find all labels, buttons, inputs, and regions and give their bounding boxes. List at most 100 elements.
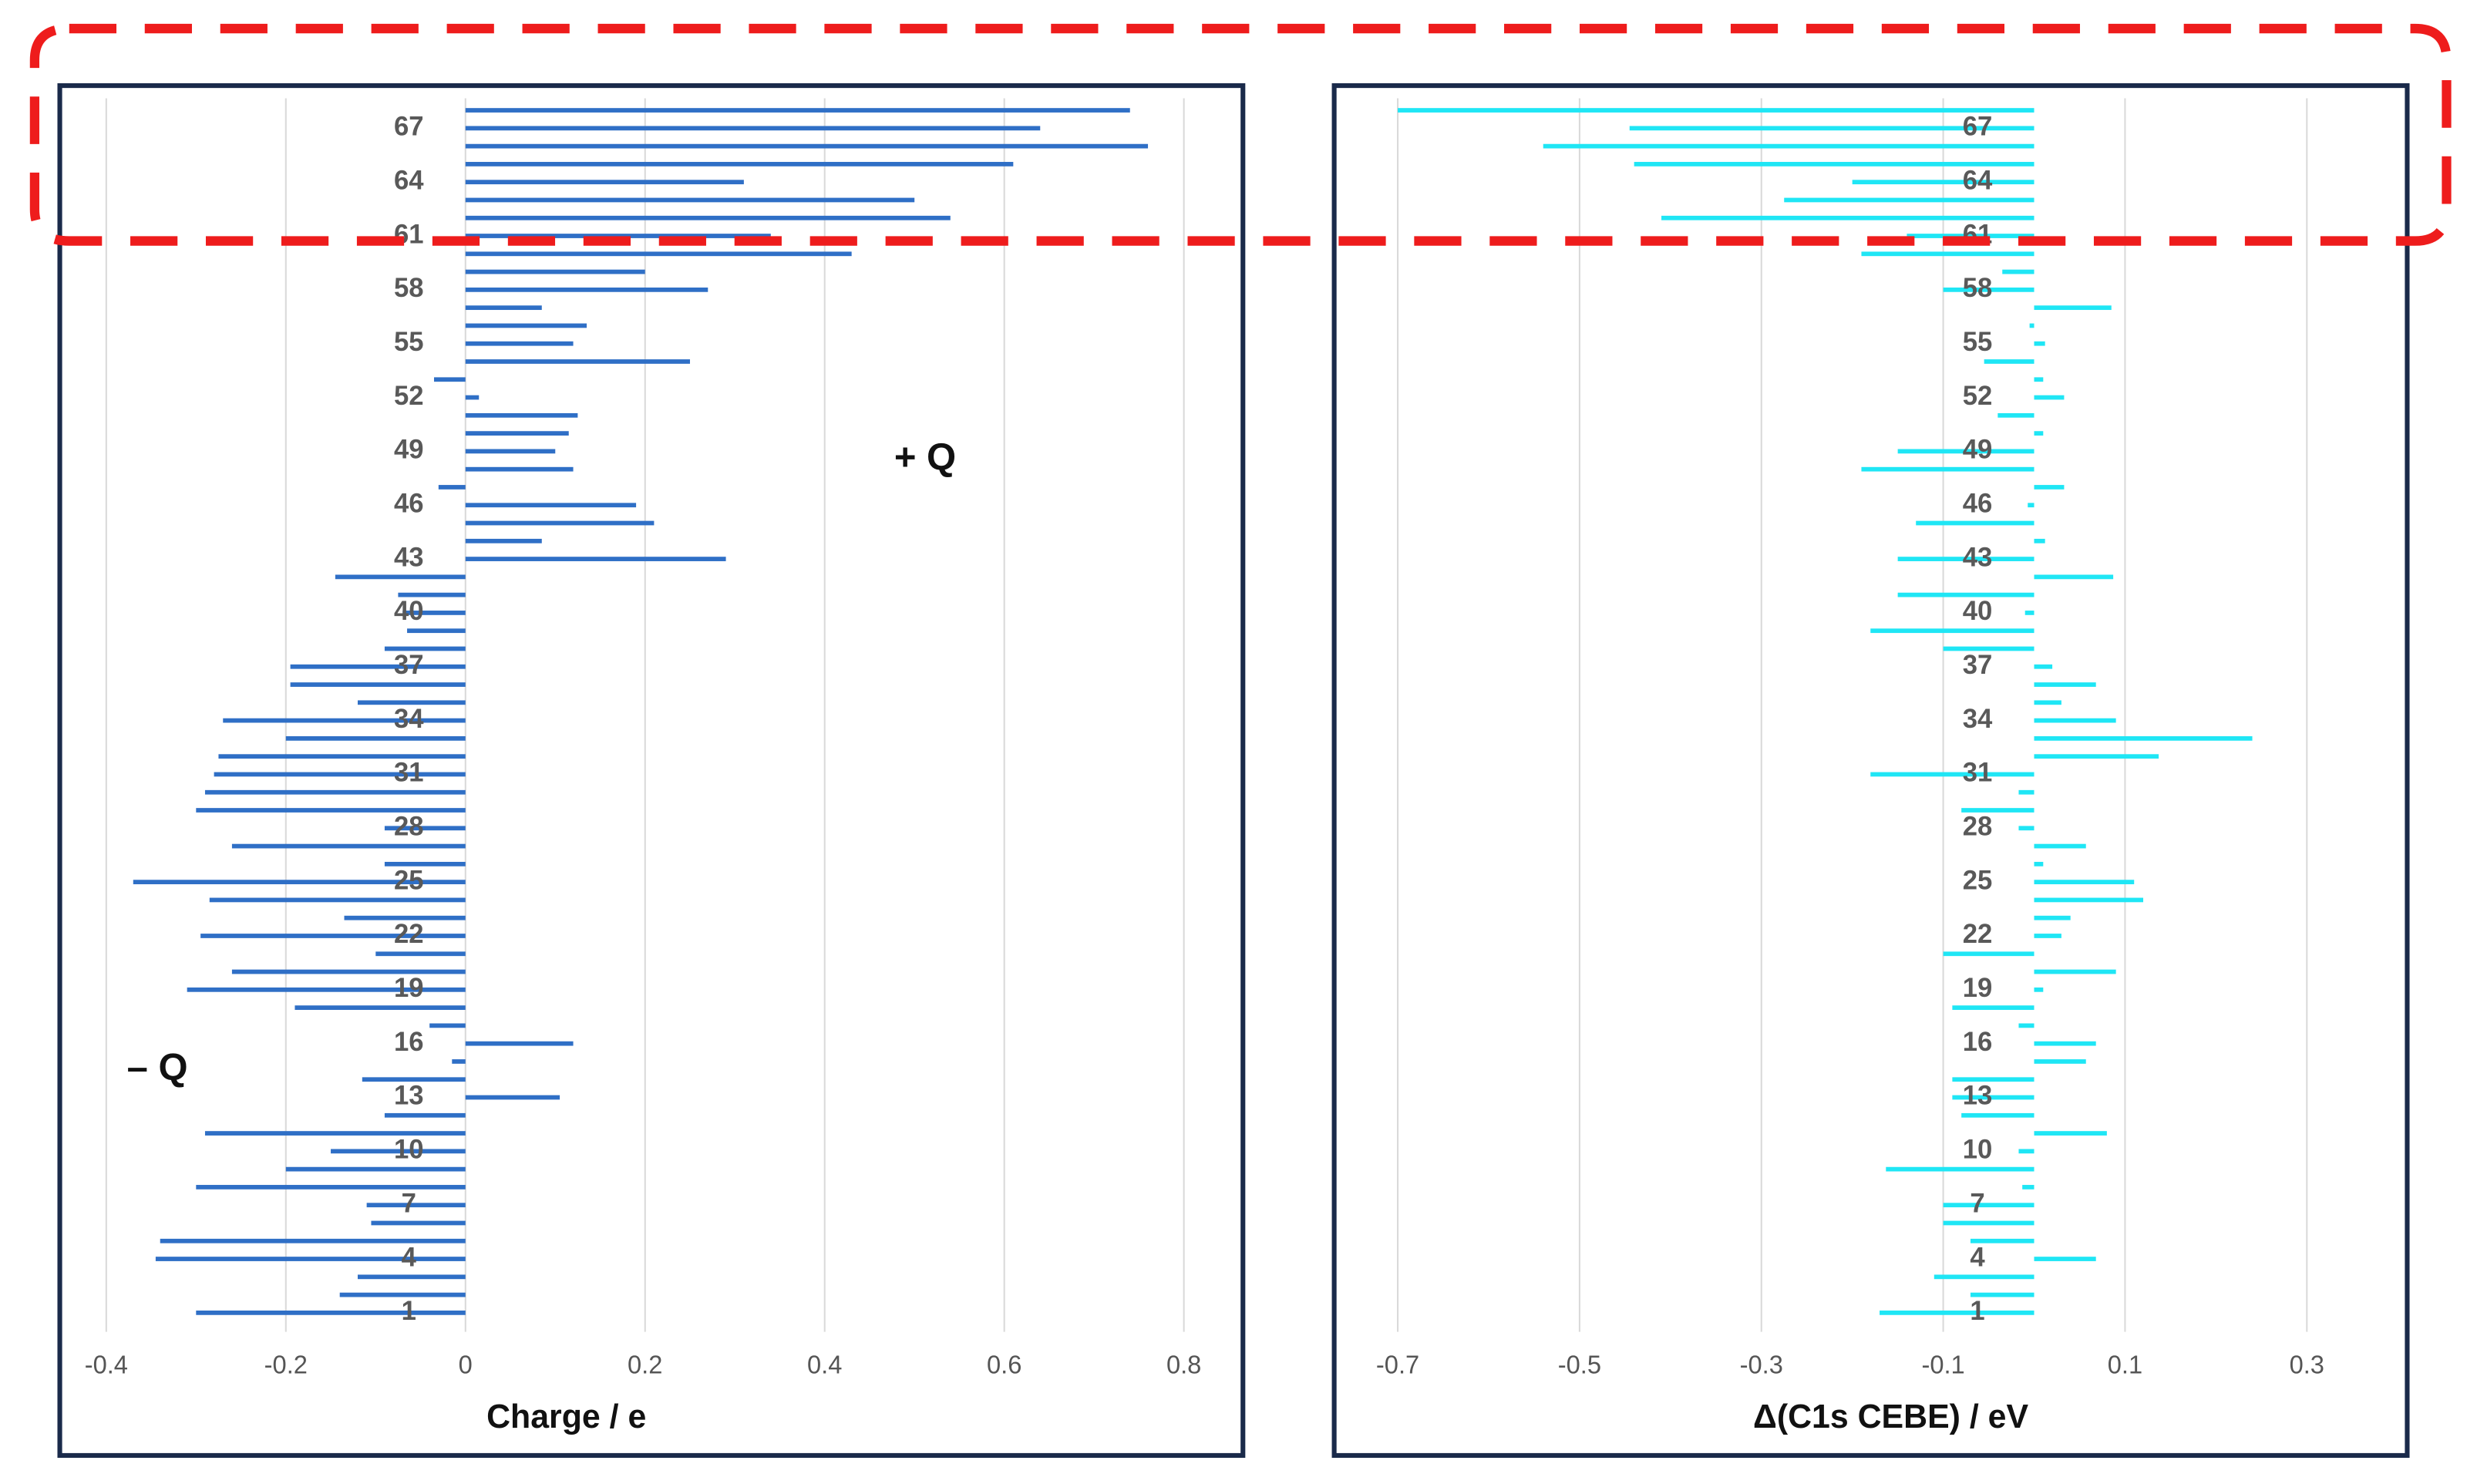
bar — [2018, 1023, 2035, 1028]
bar — [1852, 180, 2035, 185]
bar — [402, 611, 466, 615]
bar — [209, 897, 466, 903]
y-tick-label: 34 — [394, 704, 424, 734]
bar — [1943, 951, 2035, 957]
bar — [2028, 503, 2035, 508]
y-tick-label: 31 — [1963, 758, 1993, 788]
bar — [2034, 987, 2044, 992]
y-tick-label: 4 — [402, 1242, 417, 1272]
bar — [1943, 646, 2035, 651]
bar — [465, 215, 951, 220]
bar — [1997, 412, 2035, 418]
bar — [290, 664, 466, 669]
bar — [465, 287, 708, 292]
bar — [196, 1185, 466, 1190]
bar — [1886, 1166, 2035, 1172]
bar — [465, 143, 1149, 149]
bar — [335, 574, 466, 580]
bar — [2029, 323, 2035, 328]
bar — [465, 197, 915, 203]
bar — [375, 951, 466, 957]
bar — [1961, 1112, 2035, 1118]
bar — [2022, 1185, 2035, 1190]
y-tick-label: 28 — [1963, 811, 1993, 841]
bar — [465, 251, 852, 257]
bar — [398, 592, 466, 597]
bar — [1634, 162, 2035, 167]
x-tick-label: 0.1 — [2108, 1350, 2142, 1378]
bar — [465, 269, 645, 274]
bar — [465, 180, 744, 185]
y-tick-label: 46 — [394, 488, 424, 518]
bar — [1907, 234, 2035, 238]
y-tick-label: 25 — [394, 865, 424, 895]
bar — [1952, 1077, 2035, 1082]
bar — [2034, 377, 2044, 382]
bar — [290, 682, 466, 687]
bar — [465, 538, 542, 543]
y-tick-label: 19 — [394, 973, 424, 1003]
x-tick-label: -0.2 — [264, 1350, 308, 1378]
y-tick-label: 43 — [394, 542, 424, 572]
bar — [2034, 682, 2096, 687]
bar — [465, 557, 726, 561]
bar — [1897, 557, 2035, 561]
y-tick-label: 28 — [394, 811, 424, 841]
bar — [1916, 520, 2035, 526]
bar — [2034, 736, 2253, 741]
bar — [1952, 1095, 2035, 1100]
bar — [1961, 808, 2035, 813]
bar — [2018, 789, 2035, 795]
bar — [1870, 628, 2035, 634]
bar — [223, 718, 466, 723]
bar — [2034, 897, 2144, 903]
y-tick-label: 1 — [1970, 1296, 1984, 1326]
bar — [2018, 1149, 2035, 1154]
y-tick-label: 31 — [394, 758, 424, 788]
y-tick-label: 67 — [1963, 111, 1993, 141]
y-tick-label: 37 — [1963, 650, 1993, 680]
bar — [384, 646, 466, 651]
y-tick-label: 40 — [394, 596, 424, 626]
bar — [362, 1077, 466, 1082]
bar — [2034, 1131, 2107, 1136]
y-tick-label: 10 — [394, 1134, 424, 1164]
x-tick-label: 0.3 — [2290, 1350, 2324, 1378]
y-tick-label: 67 — [394, 111, 424, 141]
bar — [357, 700, 466, 705]
y-tick-label: 37 — [394, 650, 424, 680]
x-tick-label: -0.3 — [1740, 1350, 1783, 1378]
bar — [366, 1203, 466, 1208]
bar — [2034, 1059, 2086, 1064]
x-tick-label: 0.8 — [1166, 1350, 1201, 1378]
bar — [1543, 143, 2035, 149]
bar — [452, 1059, 466, 1064]
y-tick-label: 22 — [394, 919, 424, 949]
x-tick-label: -0.4 — [85, 1350, 128, 1378]
y-tick-label: 40 — [1963, 596, 1993, 626]
bar — [2034, 341, 2045, 346]
right-panel-frame — [1331, 82, 2410, 1459]
y-tick-label: 55 — [1963, 327, 1993, 357]
bar — [196, 1311, 466, 1315]
bar — [2034, 915, 2071, 920]
bar — [2034, 969, 2116, 974]
bar — [465, 503, 637, 508]
y-tick-label: 55 — [394, 327, 424, 357]
bar — [331, 1149, 466, 1154]
bar — [2018, 826, 2035, 831]
bar — [2034, 754, 2159, 759]
bar — [465, 359, 690, 364]
bar — [1784, 197, 2035, 203]
bar — [465, 520, 655, 526]
x-tick-label: -0.7 — [1376, 1350, 1419, 1378]
x-axis-title: Δ(C1s CEBE) / eV — [1753, 1398, 2028, 1435]
bar — [1629, 126, 2035, 131]
bar — [187, 987, 466, 992]
bar — [2034, 1041, 2096, 1046]
bar — [1943, 1203, 2035, 1208]
bar — [285, 1166, 466, 1172]
bar — [465, 1041, 574, 1046]
bar — [2024, 611, 2035, 615]
bar — [204, 1131, 466, 1136]
